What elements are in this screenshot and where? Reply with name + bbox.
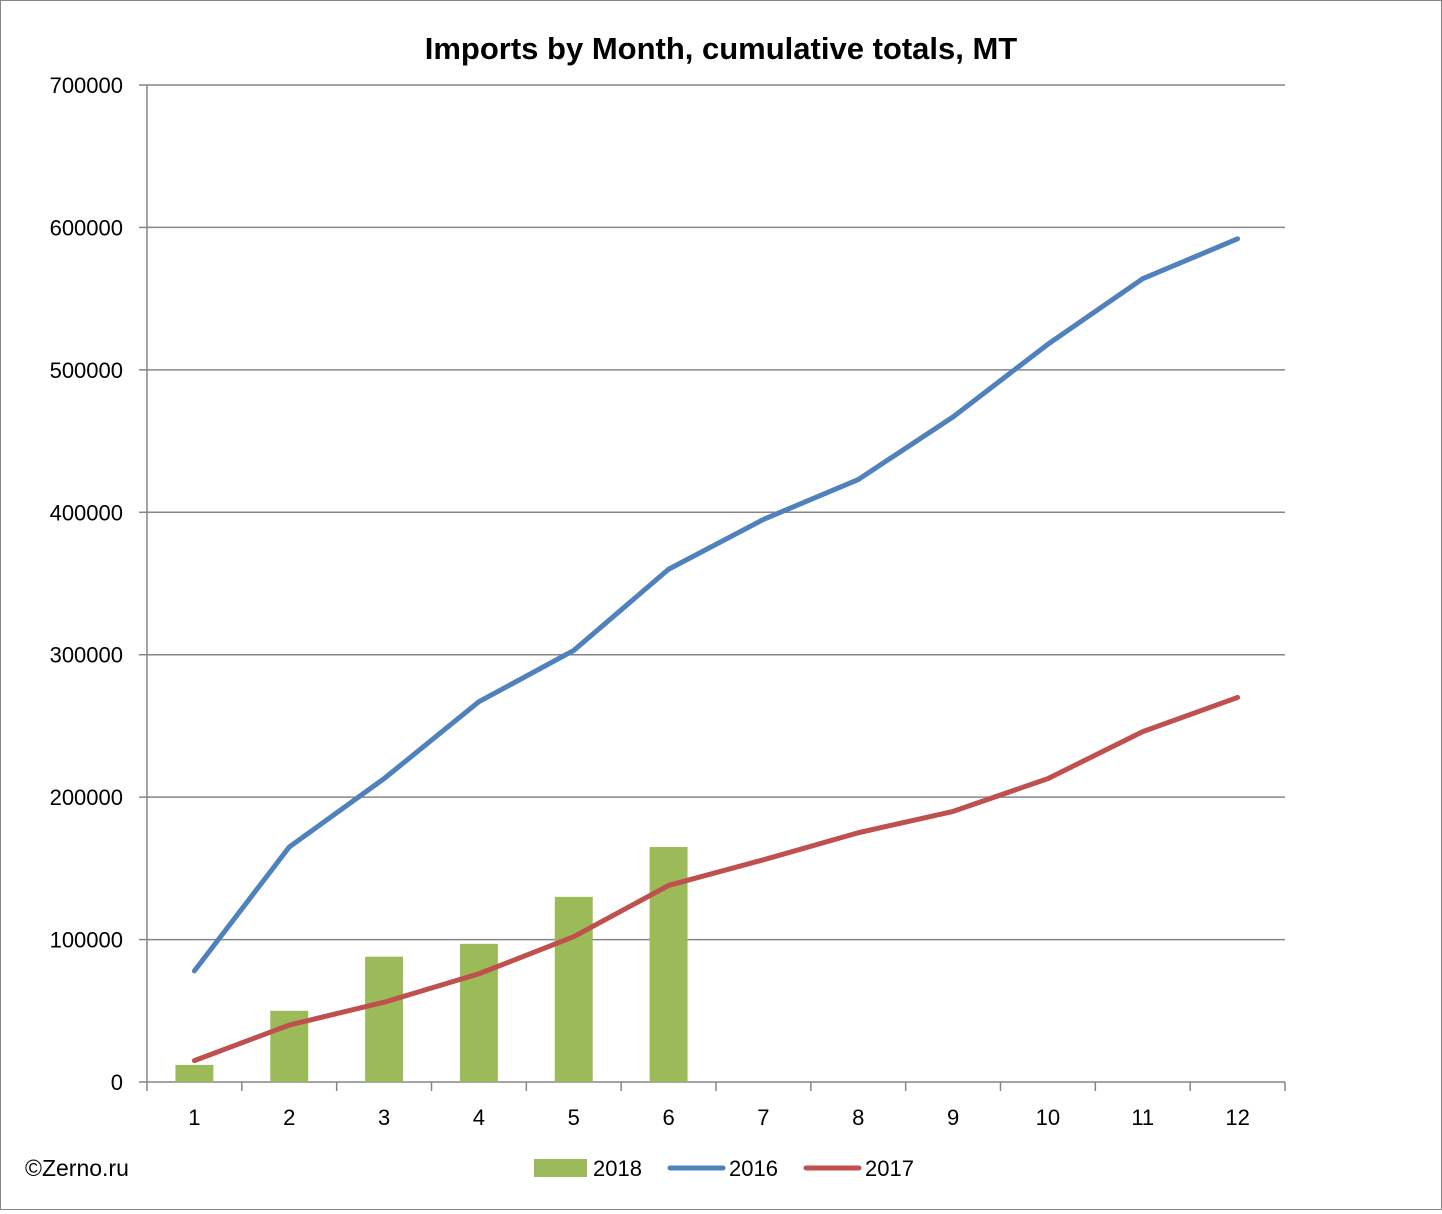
x-tick-label: 7 xyxy=(757,1105,769,1130)
line-2016 xyxy=(194,239,1237,971)
y-tick-label: 500000 xyxy=(50,358,123,383)
legend-label-2018: 2018 xyxy=(593,1156,642,1181)
x-tick-label: 6 xyxy=(662,1105,674,1130)
bar-series-2018 xyxy=(175,847,687,1082)
legend-label-2016: 2016 xyxy=(729,1156,778,1181)
chart-title: Imports by Month, cumulative totals, MT xyxy=(425,31,1018,66)
y-axis: 0 100000 200000 300000 400000 500000 600000 700… xyxy=(50,73,147,1095)
x-tick-label: 12 xyxy=(1225,1105,1249,1130)
bar-2018-3 xyxy=(365,957,403,1082)
y-tick-label: 400000 xyxy=(50,500,123,525)
x-tick-label: 2 xyxy=(283,1105,295,1130)
bar-2018-5 xyxy=(555,897,593,1082)
x-tick-label: 4 xyxy=(473,1105,485,1130)
credit-label: ©Zerno.ru xyxy=(25,1155,129,1181)
bar-2018-1 xyxy=(175,1065,213,1082)
x-tick-label: 5 xyxy=(568,1105,580,1130)
legend: 2018 2016 2017 xyxy=(534,1156,914,1181)
x-tick-label: 11 xyxy=(1131,1105,1154,1130)
y-tick-label: 0 xyxy=(111,1070,123,1095)
line-series xyxy=(194,239,1237,1061)
x-tick-label: 3 xyxy=(378,1105,390,1130)
x-tick-label: 8 xyxy=(852,1105,864,1130)
y-tick-label: 700000 xyxy=(50,73,123,98)
legend-label-2017: 2017 xyxy=(865,1156,914,1181)
x-tick-label: 9 xyxy=(947,1105,959,1130)
y-tick-label: 100000 xyxy=(50,928,123,953)
x-tick-label: 10 xyxy=(1036,1105,1060,1130)
y-tick-label: 600000 xyxy=(50,215,123,240)
y-tick-label: 300000 xyxy=(50,643,123,668)
bar-2018-4 xyxy=(460,944,498,1082)
gridlines xyxy=(147,85,1285,940)
legend-swatch-2018 xyxy=(534,1159,587,1177)
x-tick-label: 1 xyxy=(188,1105,200,1130)
y-tick-label: 200000 xyxy=(50,785,123,810)
line-2017 xyxy=(194,697,1237,1060)
